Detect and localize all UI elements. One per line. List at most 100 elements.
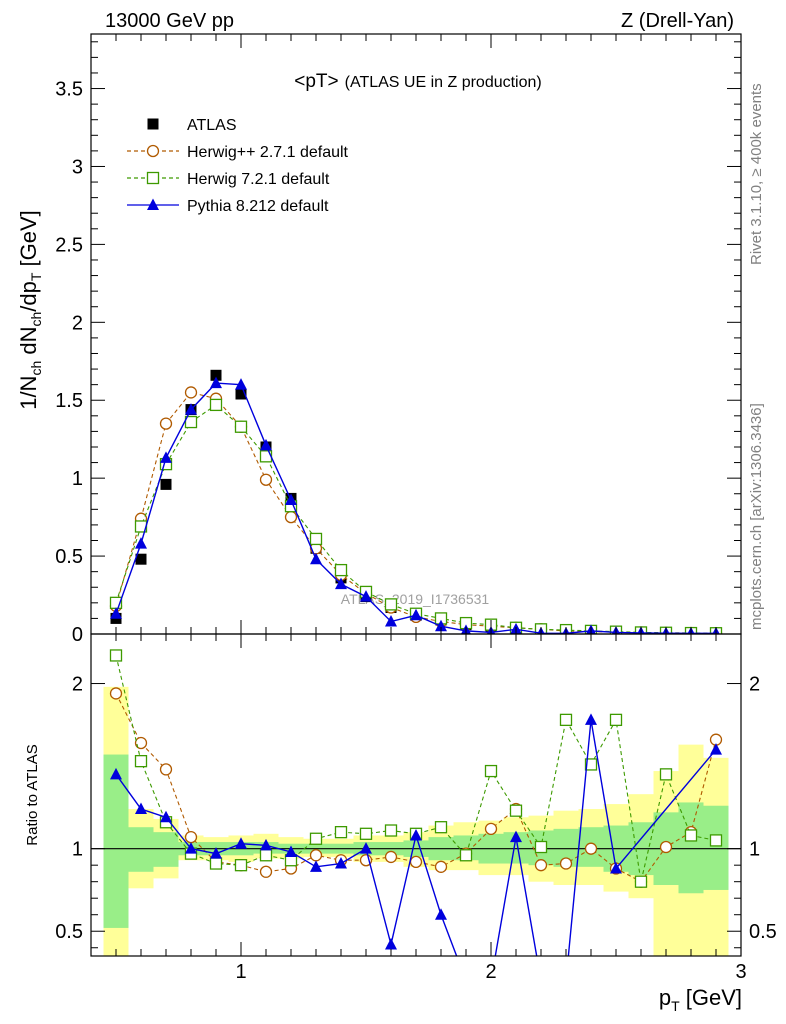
ratio-point-triangle	[135, 802, 147, 815]
top-point-data	[160, 478, 172, 490]
ratio-point-square	[634, 875, 648, 888]
top-point-triangle	[235, 378, 247, 390]
plot-title: <pT> (ATLAS UE in Z production)	[294, 71, 541, 92]
legend-label: ATLAS	[187, 117, 237, 134]
xtick-label: 3	[735, 961, 746, 983]
top-ytick-label: 1	[72, 468, 83, 490]
top-point-data	[210, 369, 222, 381]
ratio-ytick-label-right: 0.5	[749, 921, 777, 943]
ratio-point-square	[659, 768, 673, 781]
ratio-ytick-label-right: 2	[749, 674, 760, 696]
band-green	[703, 805, 729, 890]
legend-label: Herwig++ 2.7.1 default	[187, 144, 349, 161]
legend-marker	[146, 144, 160, 158]
ratio-point-square	[509, 804, 523, 817]
ratio-point-circle	[184, 830, 198, 844]
top-point-triangle	[410, 608, 422, 621]
top-point-triangle	[285, 493, 297, 505]
ratio-ytick-label: 1	[72, 839, 83, 861]
ratio-point-circle	[534, 859, 548, 872]
ratio-point-triangle	[710, 743, 722, 755]
ratio-point-triangle	[560, 974, 572, 986]
top-ytick-label: 3	[72, 156, 83, 178]
top-point-square	[184, 415, 198, 429]
legend-label: Pythia 8.212 default	[187, 198, 329, 215]
top-ytick-label: 0	[72, 624, 83, 646]
ratio-point-square	[584, 758, 598, 771]
ratio-point-circle	[559, 857, 573, 870]
ratio-point-square	[309, 832, 323, 845]
top-point-square	[334, 563, 348, 577]
top-point-triangle	[360, 590, 372, 602]
legend-marker	[147, 198, 159, 210]
top-point-triangle	[210, 376, 222, 389]
top-point-circle	[159, 417, 173, 430]
ratio-point-triangle	[210, 847, 222, 859]
ratio-point-square	[559, 713, 573, 727]
top-point-square	[384, 598, 398, 611]
band-green	[678, 802, 704, 894]
top-point-data	[235, 388, 247, 400]
ratio-ytick-label: 2	[72, 674, 83, 696]
ratio-point-square	[259, 849, 273, 862]
top-point-triangle	[160, 451, 172, 463]
ratio-point-circle	[309, 849, 323, 862]
top-point-triangle	[385, 615, 397, 627]
top-point-square	[309, 532, 323, 546]
ratio-point-circle	[259, 865, 273, 878]
legend: ATLAS Herwig++ 2.7.1 default Herwig 7.2.1 …	[127, 117, 349, 215]
ratio-point-triangle	[185, 842, 197, 854]
legend-label: Herwig 7.2.1 default	[187, 171, 330, 188]
ratio-point-triangle	[110, 767, 122, 780]
top-point-triangle	[135, 537, 147, 549]
watermark: ATLAS_2019_I1736531	[341, 591, 490, 607]
rivet-label: Rivet 3.1.10, ≥ 400k events	[748, 83, 765, 265]
xtick-label: 2	[485, 961, 496, 983]
ratio-point-triangle	[235, 837, 247, 849]
ratio-point-square	[484, 764, 498, 778]
ratio-point-circle	[434, 860, 448, 873]
ratio-point-circle	[159, 763, 173, 776]
ratio-point-circle	[584, 842, 598, 855]
top-point-triangle	[185, 403, 197, 415]
ratio-point-triangle	[160, 810, 172, 823]
ratio-point-triangle	[260, 838, 272, 851]
ratio-point-triangle	[385, 937, 397, 950]
ratio-point-circle	[384, 850, 398, 864]
top-point-data	[135, 553, 147, 565]
top-point-circle	[284, 510, 298, 524]
top-ytick-label: 1.5	[55, 390, 83, 412]
ratio-point-triangle	[285, 845, 297, 857]
top-point-circle	[184, 386, 198, 399]
band-green	[153, 832, 179, 867]
top-ylabel: 1/Nch dNch/dpT [GeV]	[16, 210, 44, 410]
ratio-point-circle	[659, 840, 673, 854]
top-point-square	[209, 398, 223, 412]
ratio-point-triangle	[535, 974, 547, 986]
top-ytick-label: 2	[72, 312, 83, 334]
top-point-triangle	[335, 577, 347, 590]
x-axis-title: pT [GeV]	[659, 985, 742, 1014]
ratio-line-triangle	[115, 719, 717, 956]
ratio-point-square	[359, 827, 373, 840]
ratio-point-square	[434, 821, 448, 834]
top-ytick-label: 0.5	[55, 546, 83, 568]
ratio-point-circle	[484, 822, 498, 836]
top-ytick-label: 2.5	[55, 234, 83, 256]
ratio-point-triangle	[410, 828, 422, 841]
ratio-point-triangle	[310, 860, 322, 872]
legend-marker	[147, 118, 159, 130]
legend-marker	[146, 171, 160, 185]
top-point-triangle	[110, 607, 122, 619]
top-point-triangle	[260, 438, 272, 451]
ratio-point-triangle	[335, 857, 347, 869]
top-point-square	[234, 420, 248, 433]
ratio-point-square	[459, 849, 473, 862]
ratio-point-triangle	[510, 830, 522, 843]
ratio-point-square	[609, 713, 623, 727]
ratio-point-square	[234, 859, 248, 872]
ratio-point-square	[684, 829, 698, 842]
mcplots-label: mcplots.cern.ch [arXiv:1306.3436]	[748, 403, 765, 630]
ratio-point-square	[209, 857, 223, 870]
